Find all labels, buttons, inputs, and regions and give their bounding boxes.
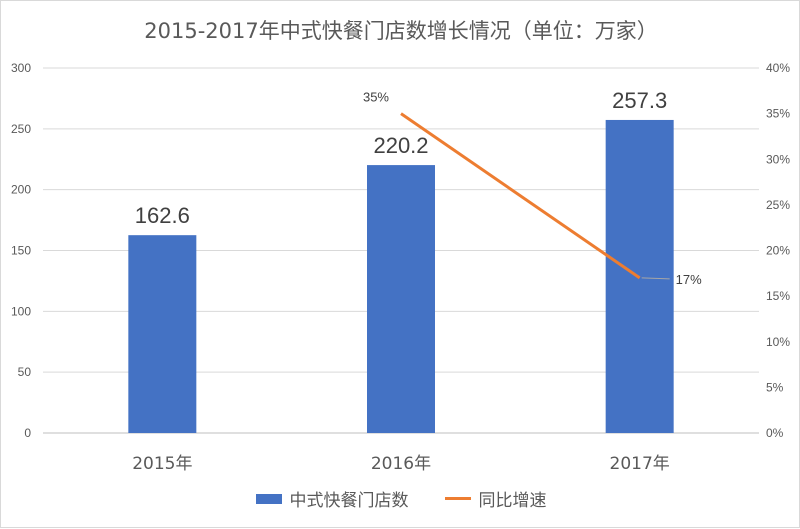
legend-label-stores: 中式快餐门店数 — [289, 491, 409, 511]
legend-label-growth: 同比增速 — [478, 491, 547, 511]
line-label-leader — [641, 277, 670, 280]
y-left-tick-label: 250 — [11, 122, 31, 136]
y-right-tick-label: 40% — [766, 61, 790, 75]
y-left-tick-label: 0 — [24, 426, 31, 440]
bar-value-label: 162.6 — [135, 203, 190, 228]
line-value-label: 35% — [363, 90, 389, 105]
y-left-tick-label: 300 — [11, 61, 31, 75]
x-category-label: 2016年 — [371, 454, 431, 474]
line-value-label: 17% — [676, 272, 702, 287]
y-right-tick-label: 15% — [766, 289, 790, 303]
y-left-tick-label: 50 — [18, 365, 32, 379]
legend-item-growth: 同比增速 — [444, 486, 547, 511]
legend-item-stores: 中式快餐门店数 — [255, 486, 409, 511]
legend-line-swatch — [444, 497, 471, 500]
x-category-label: 2015年 — [132, 454, 192, 474]
legend-bar-swatch — [255, 493, 282, 504]
bar — [128, 235, 197, 433]
bar — [367, 165, 435, 433]
y-left-tick-label: 200 — [11, 183, 31, 197]
bar-value-label: 257.3 — [612, 88, 667, 113]
bar-value-label: 220.2 — [373, 133, 428, 158]
growth-line — [400, 112, 641, 280]
y-right-tick-label: 30% — [766, 152, 790, 166]
y-right-tick-label: 10% — [766, 335, 790, 349]
x-category-label: 2017年 — [610, 454, 670, 474]
chart-legend: 中式快餐门店数 同比增速 — [1, 486, 800, 511]
y-left-tick-label: 150 — [11, 244, 31, 258]
y-right-tick-label: 5% — [766, 380, 784, 394]
y-right-tick-label: 25% — [766, 198, 790, 212]
y-right-tick-label: 35% — [766, 107, 790, 121]
chart-title: 2015-2017年中式快餐门店数增长情况（单位：万家） — [144, 19, 658, 43]
y-right-tick-label: 20% — [766, 244, 790, 258]
y-left-tick-label: 100 — [11, 304, 31, 318]
y-right-tick-label: 0% — [766, 426, 784, 440]
